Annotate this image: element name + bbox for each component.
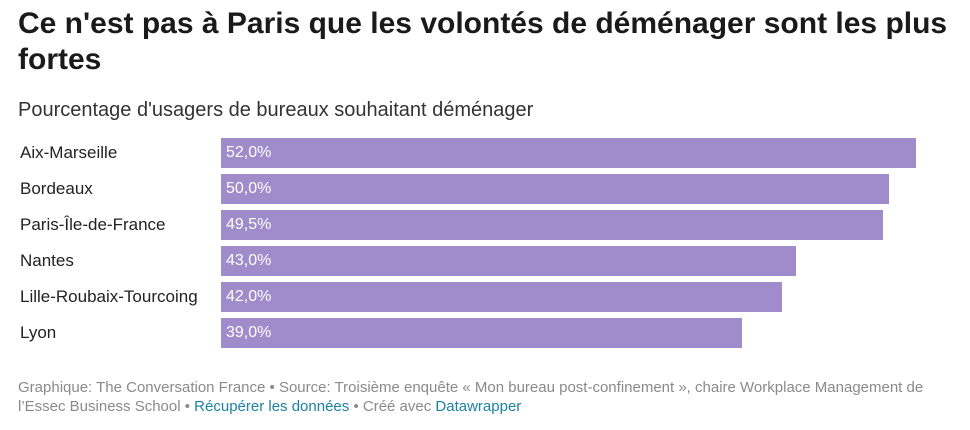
chart-footer: Graphique: The Conversation France • Sou… bbox=[18, 378, 938, 416]
bar-row: Lyon 39,0% bbox=[18, 318, 958, 348]
chart: Ce n'est pas à Paris que les volontés de… bbox=[18, 0, 958, 430]
value-label: 52,0% bbox=[226, 144, 272, 161]
footer-credit: Graphique: The Conversation France • Sou… bbox=[18, 379, 924, 415]
bar-row: Bordeaux 50,0% bbox=[18, 174, 958, 204]
value-label: 39,0% bbox=[226, 324, 272, 341]
datawrapper-link[interactable]: Datawrapper bbox=[435, 398, 522, 415]
category-label: Aix-Marseille bbox=[20, 143, 118, 162]
footer-separator: • Créé avec bbox=[349, 398, 436, 415]
value-label: 43,0% bbox=[226, 252, 272, 269]
chart-title: Ce n'est pas à Paris que les volontés de… bbox=[18, 7, 948, 76]
bar-row: Aix-Marseille 52,0% bbox=[18, 138, 958, 168]
category-label: Bordeaux bbox=[20, 179, 93, 198]
value-label: 50,0% bbox=[226, 180, 272, 197]
bar-row: Nantes 43,0% bbox=[18, 246, 958, 276]
chart-subtitle: Pourcentage d'usagers de bureaux souhait… bbox=[18, 99, 534, 121]
category-label: Lille-Roubaix-Tourcoing bbox=[20, 287, 198, 306]
bar bbox=[221, 282, 783, 312]
get-data-link[interactable]: Récupérer les données bbox=[194, 398, 350, 415]
bar-area: Aix-Marseille 52,0% Bordeaux 50,0% Paris-Île… bbox=[18, 138, 958, 354]
value-label: 49,5% bbox=[226, 216, 272, 233]
bar bbox=[221, 138, 916, 168]
bar-row: Lille-Roubaix-Tourcoing 42,0% bbox=[18, 282, 958, 312]
category-label: Lyon bbox=[20, 323, 57, 342]
category-label: Paris-Île-de-France bbox=[20, 215, 166, 234]
bar bbox=[221, 318, 743, 348]
bar bbox=[221, 210, 883, 240]
bar-row: Paris-Île-de-France 49,5% bbox=[18, 210, 958, 240]
bar bbox=[221, 174, 890, 204]
category-label: Nantes bbox=[20, 251, 74, 270]
value-label: 42,0% bbox=[226, 288, 272, 305]
bar bbox=[221, 246, 796, 276]
